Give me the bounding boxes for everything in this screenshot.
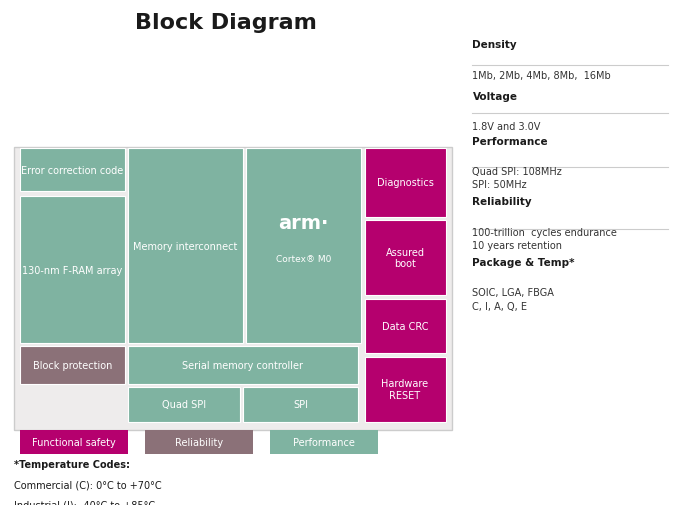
FancyBboxPatch shape [364, 357, 446, 422]
Text: 1.8V and 3.0V: 1.8V and 3.0V [472, 122, 541, 132]
FancyBboxPatch shape [270, 430, 378, 454]
Text: Memory interconnect: Memory interconnect [134, 241, 238, 251]
Text: Industrial (I): -40°C to +85°C: Industrial (I): -40°C to +85°C [14, 500, 155, 505]
FancyBboxPatch shape [14, 147, 452, 430]
FancyBboxPatch shape [20, 149, 125, 192]
Text: Cortex® M0: Cortex® M0 [276, 255, 331, 263]
Text: Quad SPI: Quad SPI [162, 399, 206, 410]
FancyBboxPatch shape [128, 387, 240, 422]
Text: 100-trillion  cycles endurance
10 years retention: 100-trillion cycles endurance 10 years r… [472, 227, 618, 250]
Text: Commercial (C): 0°C to +70°C: Commercial (C): 0°C to +70°C [14, 480, 161, 490]
FancyBboxPatch shape [364, 299, 446, 354]
Text: Diagnostics: Diagnostics [377, 178, 433, 188]
Text: SPI: SPI [293, 399, 308, 410]
Text: Serial memory controller: Serial memory controller [182, 360, 304, 370]
Text: Error correction code: Error correction code [22, 166, 124, 175]
Text: Performance: Performance [293, 437, 355, 447]
Text: *Temperature Codes:: *Temperature Codes: [14, 460, 130, 470]
Text: Functional safety: Functional safety [32, 437, 116, 447]
FancyBboxPatch shape [243, 387, 358, 422]
Text: Quad SPI: 108MHz
SPI: 50MHz: Quad SPI: 108MHz SPI: 50MHz [472, 167, 562, 190]
Text: Package & Temp*: Package & Temp* [472, 258, 575, 268]
Text: Block Diagram: Block Diagram [135, 13, 317, 33]
FancyBboxPatch shape [20, 197, 125, 343]
Text: 130-nm F-RAM array: 130-nm F-RAM array [22, 265, 123, 275]
Text: Performance: Performance [472, 136, 548, 146]
Text: Voltage: Voltage [472, 92, 518, 102]
FancyBboxPatch shape [145, 430, 253, 454]
FancyBboxPatch shape [128, 346, 358, 384]
FancyBboxPatch shape [20, 346, 125, 384]
Text: Reliability: Reliability [472, 197, 532, 207]
Text: SOIC, LGA, FBGA
C, I, A, Q, E: SOIC, LGA, FBGA C, I, A, Q, E [472, 288, 554, 311]
Text: Block protection: Block protection [33, 360, 112, 370]
FancyBboxPatch shape [364, 149, 446, 217]
Text: Data CRC: Data CRC [382, 321, 428, 331]
Text: Hardware
RESET: Hardware RESET [381, 379, 429, 400]
Text: arm·: arm· [279, 214, 329, 233]
Text: Density: Density [472, 40, 517, 50]
FancyBboxPatch shape [128, 149, 243, 343]
Text: Reliability: Reliability [175, 437, 223, 447]
Text: Assured
boot: Assured boot [385, 247, 425, 269]
FancyBboxPatch shape [20, 430, 128, 454]
Text: 1Mb, 2Mb, 4Mb, 8Mb,  16Mb: 1Mb, 2Mb, 4Mb, 8Mb, 16Mb [472, 71, 612, 81]
FancyBboxPatch shape [246, 149, 361, 343]
FancyBboxPatch shape [364, 221, 446, 295]
